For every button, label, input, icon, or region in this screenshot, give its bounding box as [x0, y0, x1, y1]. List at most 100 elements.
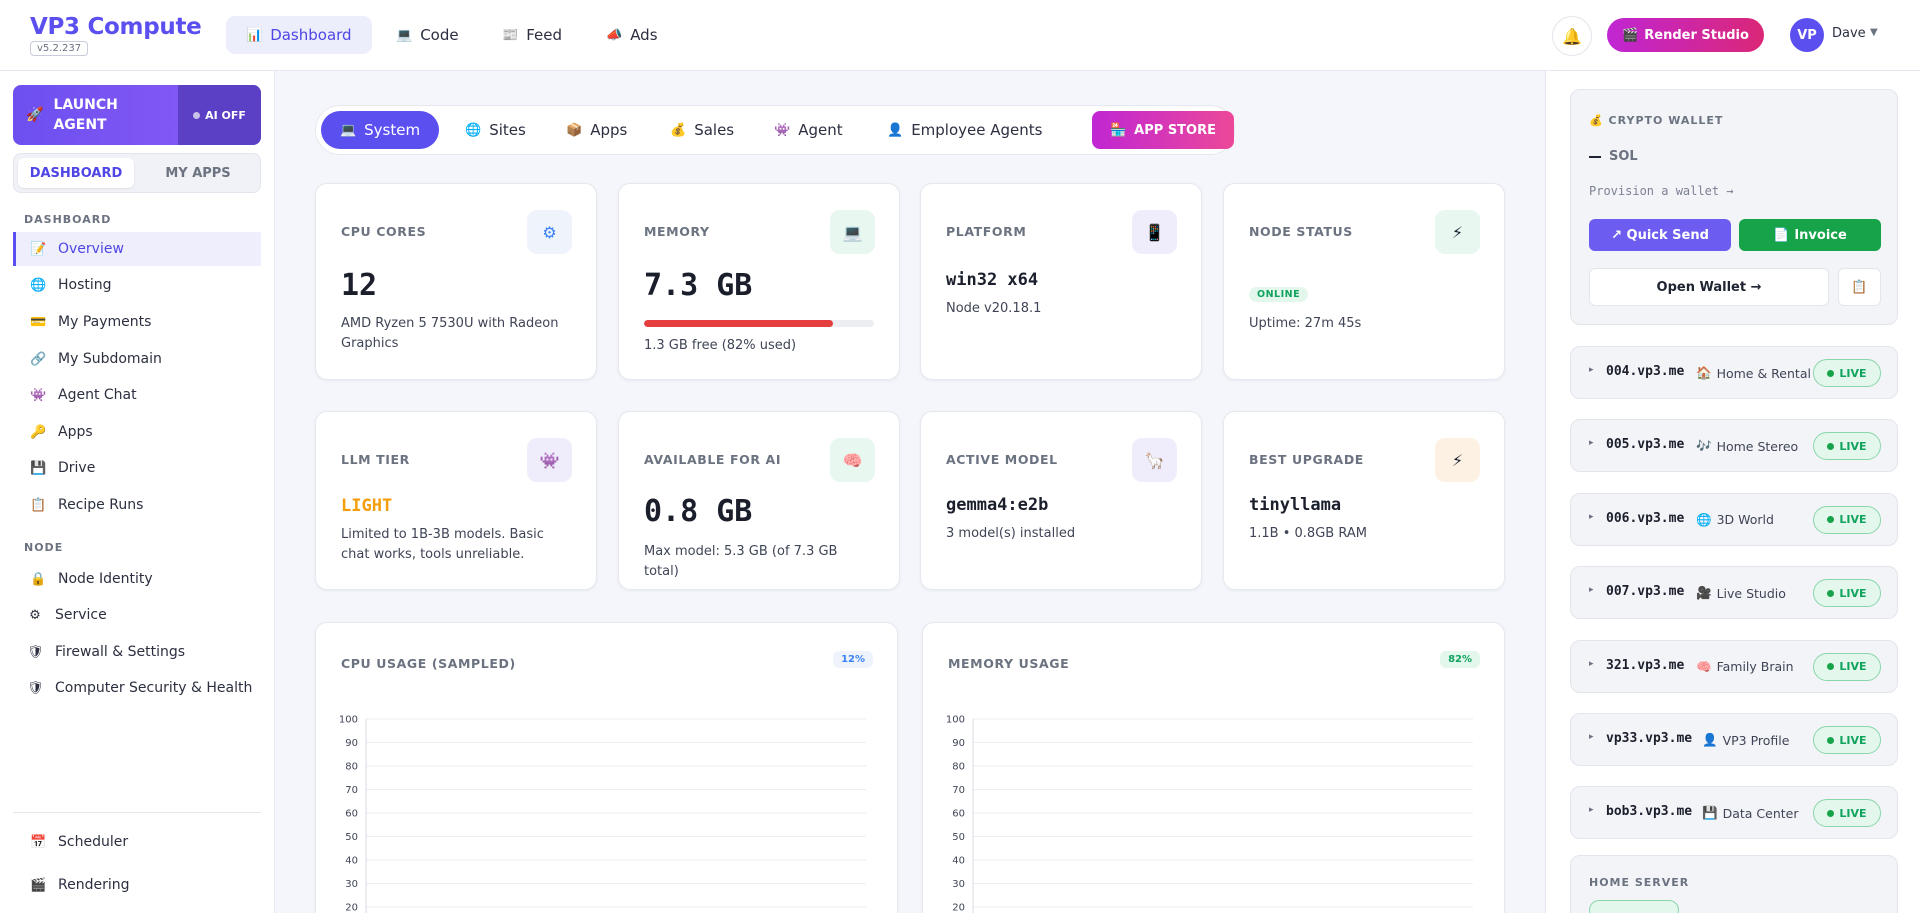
- site-domain[interactable]: 006.vp3.me: [1606, 510, 1685, 526]
- sidebar-item-label: Computer Security & Health: [55, 680, 253, 696]
- rocket-icon: 🚀: [26, 107, 44, 123]
- card-label: MEMORY: [644, 224, 710, 239]
- site-row[interactable]: ▸ 007.vp3.me 🎥 Live Studio LIVE: [1570, 566, 1898, 620]
- tab-employee-agents[interactable]: 👤 Employee Agents: [871, 111, 1058, 149]
- crypto-wallet-panel: 💰 CRYPTO WALLET SOL Provision a wallet →…: [1570, 89, 1898, 325]
- node-status-card: NODE STATUS ⚡ ONLINE Uptime: 27m 45s: [1223, 183, 1505, 380]
- live-label: LIVE: [1839, 366, 1867, 380]
- live-dot-icon: [1827, 369, 1835, 377]
- live-label: LIVE: [1839, 513, 1867, 527]
- sidebar-item-label: Hosting: [58, 277, 112, 293]
- credit-card-icon: 💳: [30, 314, 47, 330]
- sidebar-item-firewall[interactable]: 🛡 Firewall & Settings: [13, 635, 261, 669]
- nav-dashboard[interactable]: 📊 Dashboard: [226, 16, 372, 54]
- tab-system[interactable]: 💻 System: [321, 111, 439, 149]
- clipboard-icon: 📋: [1851, 279, 1868, 295]
- y-tick-label: 20: [345, 903, 358, 913]
- site-row[interactable]: ▸ vp33.vp3.me 👤 VP3 Profile LIVE: [1570, 713, 1898, 766]
- y-tick-label: 50: [345, 832, 358, 843]
- open-wallet-button[interactable]: Open Wallet →: [1589, 268, 1829, 306]
- sidebar-item-security-health[interactable]: 🛡 Computer Security & Health: [13, 671, 261, 705]
- card-label: ACTIVE MODEL: [946, 452, 1058, 467]
- site-name: 🧠 Family Brain: [1696, 659, 1794, 675]
- chevron-right-icon[interactable]: ▸: [1589, 511, 1594, 522]
- sidebar-item-hosting[interactable]: 🌐 Hosting: [13, 268, 261, 302]
- copy-button[interactable]: 📋: [1838, 268, 1881, 306]
- render-studio-button[interactable]: 🎬 Render Studio: [1607, 18, 1764, 52]
- wallet-title-label: CRYPTO WALLET: [1608, 114, 1724, 127]
- tab-apps[interactable]: 📦 Apps: [550, 111, 643, 149]
- live-label: LIVE: [1839, 733, 1867, 747]
- launch-agent-button[interactable]: 🚀 LAUNCH AGENT: [26, 95, 133, 135]
- segment-my-apps[interactable]: MY APPS: [165, 165, 231, 181]
- site-row[interactable]: ▸ 004.vp3.me 🏠 Home & Rental LIVE: [1570, 346, 1898, 399]
- site-domain[interactable]: vp33.vp3.me: [1606, 731, 1693, 746]
- memory-usage-fill: [644, 320, 833, 327]
- tab-app-store[interactable]: 🏪 APP STORE: [1092, 111, 1234, 149]
- segment-dashboard[interactable]: DASHBOARD: [18, 158, 134, 188]
- sidebar-item-label: Agent Chat: [58, 387, 137, 403]
- site-row[interactable]: ▸ 006.vp3.me 🌐 3D World LIVE: [1570, 492, 1898, 546]
- sidebar-item-recipe-runs[interactable]: 📋 Recipe Runs: [13, 488, 261, 522]
- clipboard-icon: 📋: [30, 497, 47, 513]
- active-model-value: gemma4:e2b: [946, 495, 1049, 515]
- chevron-down-icon[interactable]: ▼: [1870, 27, 1878, 38]
- sidebar-item-payments[interactable]: 💳 My Payments: [13, 305, 261, 339]
- nav-feed[interactable]: 📰 Feed: [482, 16, 582, 54]
- tab-sales[interactable]: 💰 Sales: [654, 111, 750, 149]
- sidebar-item-rendering[interactable]: 🎬 Rendering: [13, 868, 261, 902]
- live-badge: LIVE: [1813, 505, 1881, 534]
- sidebar-item-apps[interactable]: 🔑 Apps: [13, 415, 261, 449]
- sidebar-item-scheduler[interactable]: 📅 Scheduler: [13, 825, 261, 859]
- sidebar-item-label: Firewall & Settings: [55, 644, 186, 660]
- chevron-right-icon[interactable]: ▸: [1589, 805, 1594, 816]
- sidebar-item-subdomain[interactable]: 🔗 My Subdomain: [13, 342, 261, 376]
- site-domain[interactable]: 005.vp3.me: [1606, 437, 1685, 453]
- person-icon: 👤: [887, 122, 904, 138]
- live-label: LIVE: [1839, 586, 1867, 600]
- site-domain[interactable]: 007.vp3.me: [1606, 584, 1685, 600]
- chevron-right-icon[interactable]: ▸: [1589, 585, 1594, 596]
- card-label: BEST UPGRADE: [1249, 452, 1364, 467]
- available-ai-card: AVAILABLE FOR AI 🧠 0.8 GB Max model: 5.3…: [618, 411, 900, 590]
- phone-icon: 📱: [1132, 210, 1177, 254]
- sidebar-item-label: Apps: [58, 424, 93, 440]
- user-name[interactable]: Dave: [1832, 26, 1866, 41]
- live-badge: LIVE: [1813, 726, 1881, 754]
- chevron-right-icon[interactable]: ▸: [1589, 365, 1594, 375]
- sidebar-item-node-identity[interactable]: 🔒 Node Identity: [13, 562, 261, 596]
- site-row[interactable]: ▸ 005.vp3.me 🎶 Home Stereo LIVE: [1570, 419, 1898, 473]
- site-domain[interactable]: 004.vp3.me: [1606, 364, 1685, 379]
- chevron-right-icon[interactable]: ▸: [1589, 438, 1594, 449]
- tab-sites[interactable]: 🌐 Sites: [449, 111, 542, 149]
- provision-wallet-link[interactable]: Provision a wallet →: [1589, 184, 1734, 198]
- nav-label: Code: [420, 26, 459, 44]
- models-installed: 3 model(s) installed: [946, 526, 1076, 541]
- tab-agent[interactable]: 👾 Agent: [758, 111, 859, 149]
- y-tick-label: 70: [952, 785, 965, 796]
- notifications-button[interactable]: 🔔: [1552, 16, 1592, 56]
- quick-send-button[interactable]: ↗ Quick Send: [1589, 219, 1731, 251]
- site-row[interactable]: ▸ 321.vp3.me 🧠 Family Brain LIVE: [1570, 639, 1898, 693]
- sidebar-item-drive[interactable]: 💾 Drive: [13, 451, 261, 485]
- sidebar-item-overview[interactable]: 📝 Overview: [13, 232, 261, 266]
- invoice-button[interactable]: 📄 Invoice: [1739, 219, 1881, 251]
- app-logo[interactable]: VP3 Compute: [30, 14, 202, 40]
- section-tabs: 💻 System 🌐 Sites 📦 Apps 💰 Sales 👾 Agent …: [315, 105, 1235, 155]
- chevron-right-icon[interactable]: ▸: [1589, 732, 1594, 742]
- sidebar-item-label: Service: [55, 607, 107, 623]
- robot-icon: 👾: [30, 387, 47, 403]
- ai-toggle[interactable]: AI OFF: [178, 85, 261, 145]
- sidebar-item-agent-chat[interactable]: 👾 Agent Chat: [13, 378, 261, 412]
- nav-ads[interactable]: 📣 Ads: [586, 16, 678, 54]
- nav-code[interactable]: 💻 Code: [376, 16, 479, 54]
- avatar[interactable]: VP: [1790, 18, 1824, 52]
- nav-label: Ads: [630, 26, 658, 44]
- floppy-icon: 💾: [30, 460, 47, 476]
- laptop-icon: 💻: [396, 27, 413, 43]
- site-domain[interactable]: 321.vp3.me: [1606, 657, 1685, 673]
- site-row[interactable]: ▸ bob3.vp3.me 💾 Data Center LIVE: [1570, 786, 1898, 840]
- site-domain[interactable]: bob3.vp3.me: [1606, 804, 1693, 820]
- sidebar-item-service[interactable]: ⚙ Service: [13, 598, 261, 632]
- chevron-right-icon[interactable]: ▸: [1589, 658, 1594, 669]
